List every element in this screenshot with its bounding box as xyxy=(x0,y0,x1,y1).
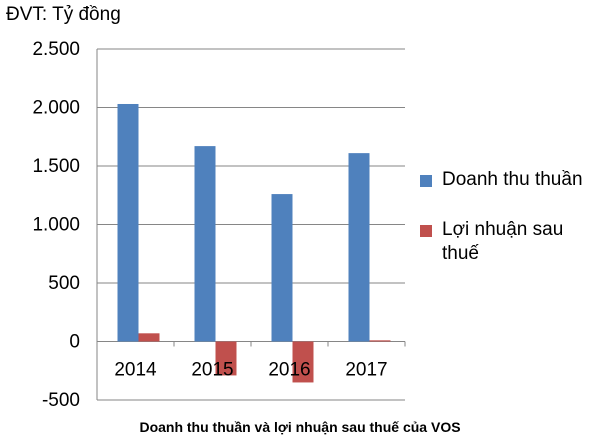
unit-label: ĐVT: Tỷ đồng xyxy=(6,4,121,25)
x-tick-label: 2015 xyxy=(191,360,233,381)
y-tick-label: -500 xyxy=(42,390,80,411)
y-tick-label: 500 xyxy=(48,273,80,294)
bar-profit-2016 xyxy=(292,341,314,383)
y-tick-label: 1.500 xyxy=(32,156,80,177)
y-tick-label: 2.000 xyxy=(32,98,80,119)
y-tick-label: 1.000 xyxy=(32,215,80,236)
bar-profit-2017 xyxy=(369,340,391,342)
bar-profit-2014 xyxy=(138,333,160,342)
x-tick-label: 2016 xyxy=(268,360,310,381)
chart-title: Doanh thu thuần và lợi nhuận sau thuế củ… xyxy=(139,419,461,435)
legend-item-revenue: Doanh thu thuần xyxy=(420,168,598,192)
x-tick-label: 2014 xyxy=(114,360,157,381)
legend-swatch-profit xyxy=(420,225,432,237)
bar-profit-2015 xyxy=(215,341,237,376)
legend-swatch-revenue xyxy=(420,175,432,187)
x-tick-label: 2017 xyxy=(345,360,387,381)
legend-label-revenue: Doanh thu thuần xyxy=(442,169,583,190)
legend-label-profit: Lợi nhuận sau thuế xyxy=(442,219,564,264)
legend: Doanh thu thuần Lợi nhuận sau thuế xyxy=(420,168,598,292)
bar-revenue-2015 xyxy=(194,146,216,342)
y-tick-label: 2.500 xyxy=(32,39,80,60)
legend-item-profit: Lợi nhuận sau thuế xyxy=(420,218,598,266)
bar-revenue-2014 xyxy=(117,103,139,342)
bar-revenue-2016 xyxy=(271,194,293,342)
y-tick-label: 0 xyxy=(69,332,80,353)
bar-revenue-2017 xyxy=(348,153,370,342)
